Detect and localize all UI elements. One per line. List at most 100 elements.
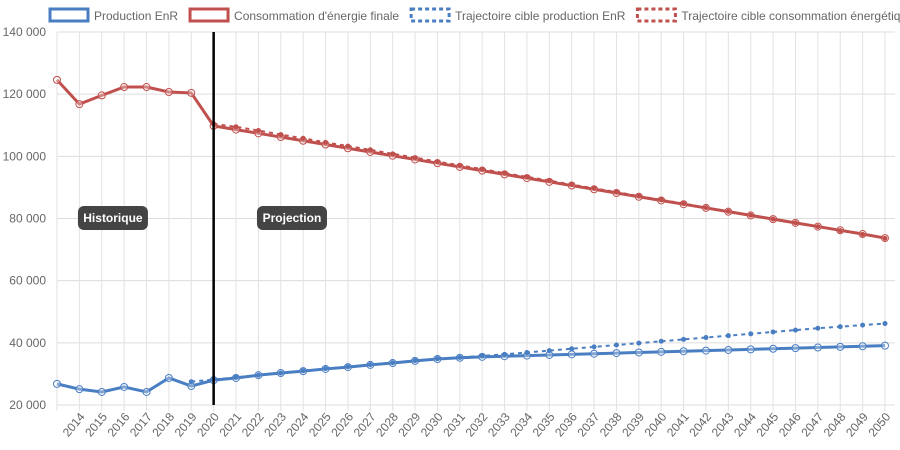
x-tick-label: 2047: [798, 410, 826, 440]
x-tick-label: 2031: [440, 410, 468, 440]
data-point: [457, 354, 463, 360]
data-point: [524, 349, 530, 355]
x-tick-label: 2050: [865, 410, 893, 440]
x-tick-label: 2038: [597, 410, 625, 440]
data-point: [681, 201, 687, 207]
y-tick-label: 100 000: [3, 149, 47, 163]
data-point: [300, 368, 306, 374]
data-point: [858, 342, 867, 351]
annotation-label: Projection: [263, 211, 322, 225]
data-point: [591, 185, 597, 191]
data-point: [681, 336, 687, 342]
data-point: [120, 382, 129, 391]
legend-swatch[interactable]: [409, 7, 451, 23]
data-point: [837, 228, 843, 234]
series-line: [56, 344, 886, 394]
x-tick-label: 2020: [194, 410, 222, 440]
x-tick-label: 2044: [731, 410, 759, 440]
data-point: [434, 356, 440, 362]
data-point: [278, 370, 284, 376]
data-point: [479, 166, 485, 172]
x-tick-label: 2034: [507, 410, 535, 440]
x-tick-label: 2030: [418, 410, 446, 440]
x-tick-label: 2029: [395, 410, 423, 440]
data-point: [725, 333, 731, 339]
x-tick-label: 2039: [619, 410, 647, 440]
data-point: [703, 335, 709, 341]
x-tick-label: 2048: [821, 410, 849, 440]
data-point: [457, 162, 463, 168]
data-point: [97, 387, 106, 396]
data-point: [860, 322, 866, 328]
x-tick-label: 2035: [530, 410, 558, 440]
data-point: [770, 216, 776, 222]
data-point: [434, 159, 440, 165]
data-point: [142, 387, 151, 396]
data-point: [658, 338, 664, 344]
x-tick-label: 2015: [82, 410, 110, 440]
data-point: [769, 344, 778, 353]
y-tick-label: 140 000: [3, 25, 47, 39]
x-tick-label: 2022: [239, 410, 267, 440]
data-point: [881, 341, 889, 350]
data-point: [255, 372, 261, 378]
data-point: [120, 83, 129, 92]
x-tick-label: 2027: [351, 410, 379, 440]
data-point: [860, 231, 866, 237]
x-tick-label: 2024: [284, 410, 312, 440]
data-point: [546, 178, 552, 184]
legend-swatch[interactable]: [635, 7, 677, 23]
data-point: [613, 342, 619, 348]
x-tick-label: 2040: [642, 410, 670, 440]
data-point: [813, 343, 822, 352]
data-point: [53, 75, 61, 84]
legend-label[interactable]: Trajectoire cible consommation énergétiq…: [681, 9, 900, 23]
data-point: [345, 364, 351, 370]
x-tick-label: 2033: [485, 410, 513, 440]
data-point: [188, 379, 194, 385]
data-point: [882, 321, 888, 327]
data-point: [255, 128, 261, 134]
data-point: [703, 205, 709, 211]
x-tick-label: 2041: [664, 410, 692, 440]
x-tick-label: 2043: [709, 410, 737, 440]
data-point: [815, 224, 821, 230]
data-point: [479, 353, 485, 359]
data-point: [724, 345, 733, 354]
data-point: [142, 83, 151, 92]
x-tick-label: 2018: [149, 410, 177, 440]
x-tick-label: 2016: [105, 410, 133, 440]
series-line: [55, 78, 886, 240]
data-point: [569, 182, 575, 188]
data-point: [233, 124, 239, 130]
data-point: [278, 132, 284, 138]
data-point: [590, 349, 599, 358]
data-point: [746, 345, 755, 354]
data-point: [725, 208, 731, 214]
data-point: [187, 88, 196, 97]
data-point: [748, 212, 754, 218]
x-tick-label: 2036: [552, 410, 580, 440]
data-point: [53, 379, 61, 388]
data-point: [815, 325, 821, 331]
x-tick-label: 2017: [127, 410, 155, 440]
x-tick-label: 2023: [261, 410, 289, 440]
data-point: [323, 139, 329, 145]
x-tick-label: 2045: [754, 410, 782, 440]
legend-label[interactable]: Consommation d'énergie finale: [234, 9, 399, 23]
x-tick-label: 2014: [60, 410, 88, 440]
data-point: [524, 174, 530, 180]
x-tick-label: 2026: [328, 410, 356, 440]
legend-swatch[interactable]: [48, 7, 90, 23]
data-point: [345, 143, 351, 149]
data-point: [792, 327, 798, 333]
data-point: [75, 100, 84, 109]
legend-swatch[interactable]: [188, 7, 230, 23]
data-point: [792, 220, 798, 226]
x-tick-label: 2028: [373, 410, 401, 440]
legend-label[interactable]: Trajectoire cible production EnR: [455, 9, 626, 23]
legend-label[interactable]: Production EnR: [94, 9, 178, 23]
data-point: [701, 346, 710, 355]
